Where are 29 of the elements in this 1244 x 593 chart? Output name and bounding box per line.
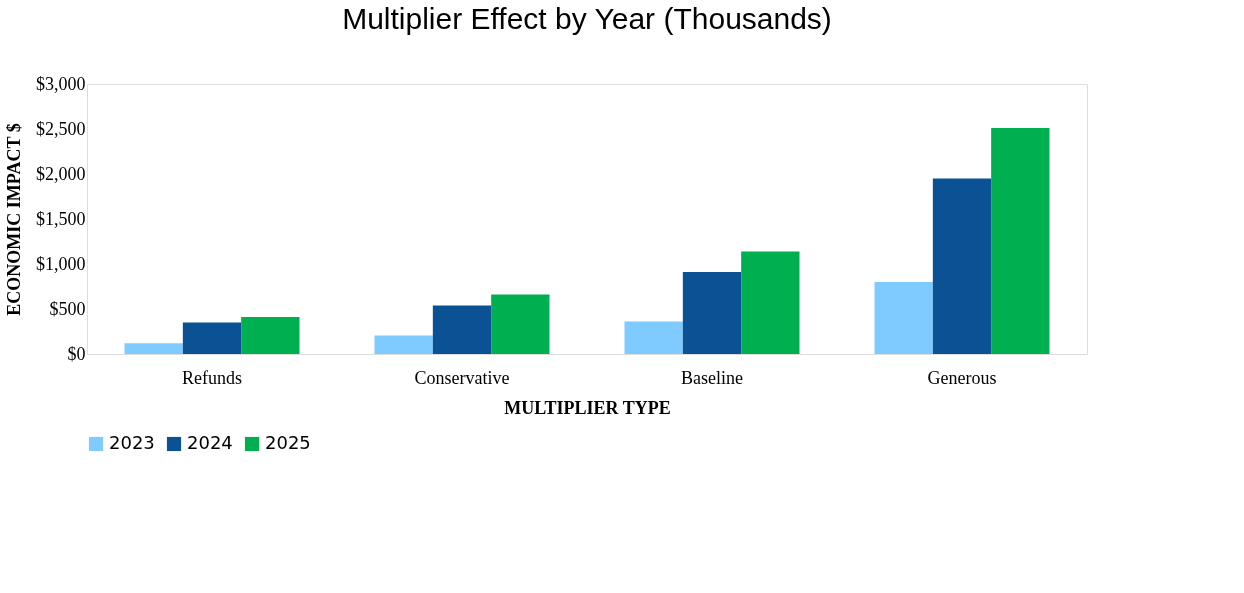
- y-tick-label: $500: [49, 298, 86, 319]
- bar: [741, 251, 800, 354]
- x-tick-label: Generous: [927, 367, 997, 388]
- bar: [491, 294, 550, 354]
- legend-label: 2023: [109, 432, 155, 453]
- y-tick-label: $3,000: [36, 73, 86, 94]
- y-tick-label: $2,000: [36, 163, 86, 184]
- x-tick-label: Conservative: [414, 367, 510, 388]
- bar: [241, 317, 300, 354]
- y-tick-label: $0: [67, 343, 86, 364]
- bar: [374, 335, 433, 354]
- bar: [682, 272, 742, 354]
- x-tick-label: Baseline: [681, 367, 743, 388]
- bar: [624, 321, 683, 354]
- legend-label: 2024: [187, 432, 233, 453]
- y-tick-label: $2,500: [36, 118, 86, 139]
- bar: [991, 128, 1050, 354]
- y-axis-title: ECONOMIC IMPACT $: [4, 123, 24, 316]
- bar: [124, 343, 183, 354]
- bar: [932, 178, 992, 354]
- x-axis-title: MULTIPLIER TYPE: [504, 397, 671, 418]
- x-tick-label: Refunds: [182, 367, 242, 388]
- legend-label: 2025: [265, 432, 311, 453]
- y-tick-label: $1,000: [36, 253, 86, 274]
- bar: [182, 322, 242, 354]
- y-tick-label: $1,500: [36, 208, 86, 229]
- bar: [432, 305, 492, 354]
- bar: [874, 282, 933, 354]
- chart-title: Multiplier Effect by Year (Thousands): [342, 2, 832, 35]
